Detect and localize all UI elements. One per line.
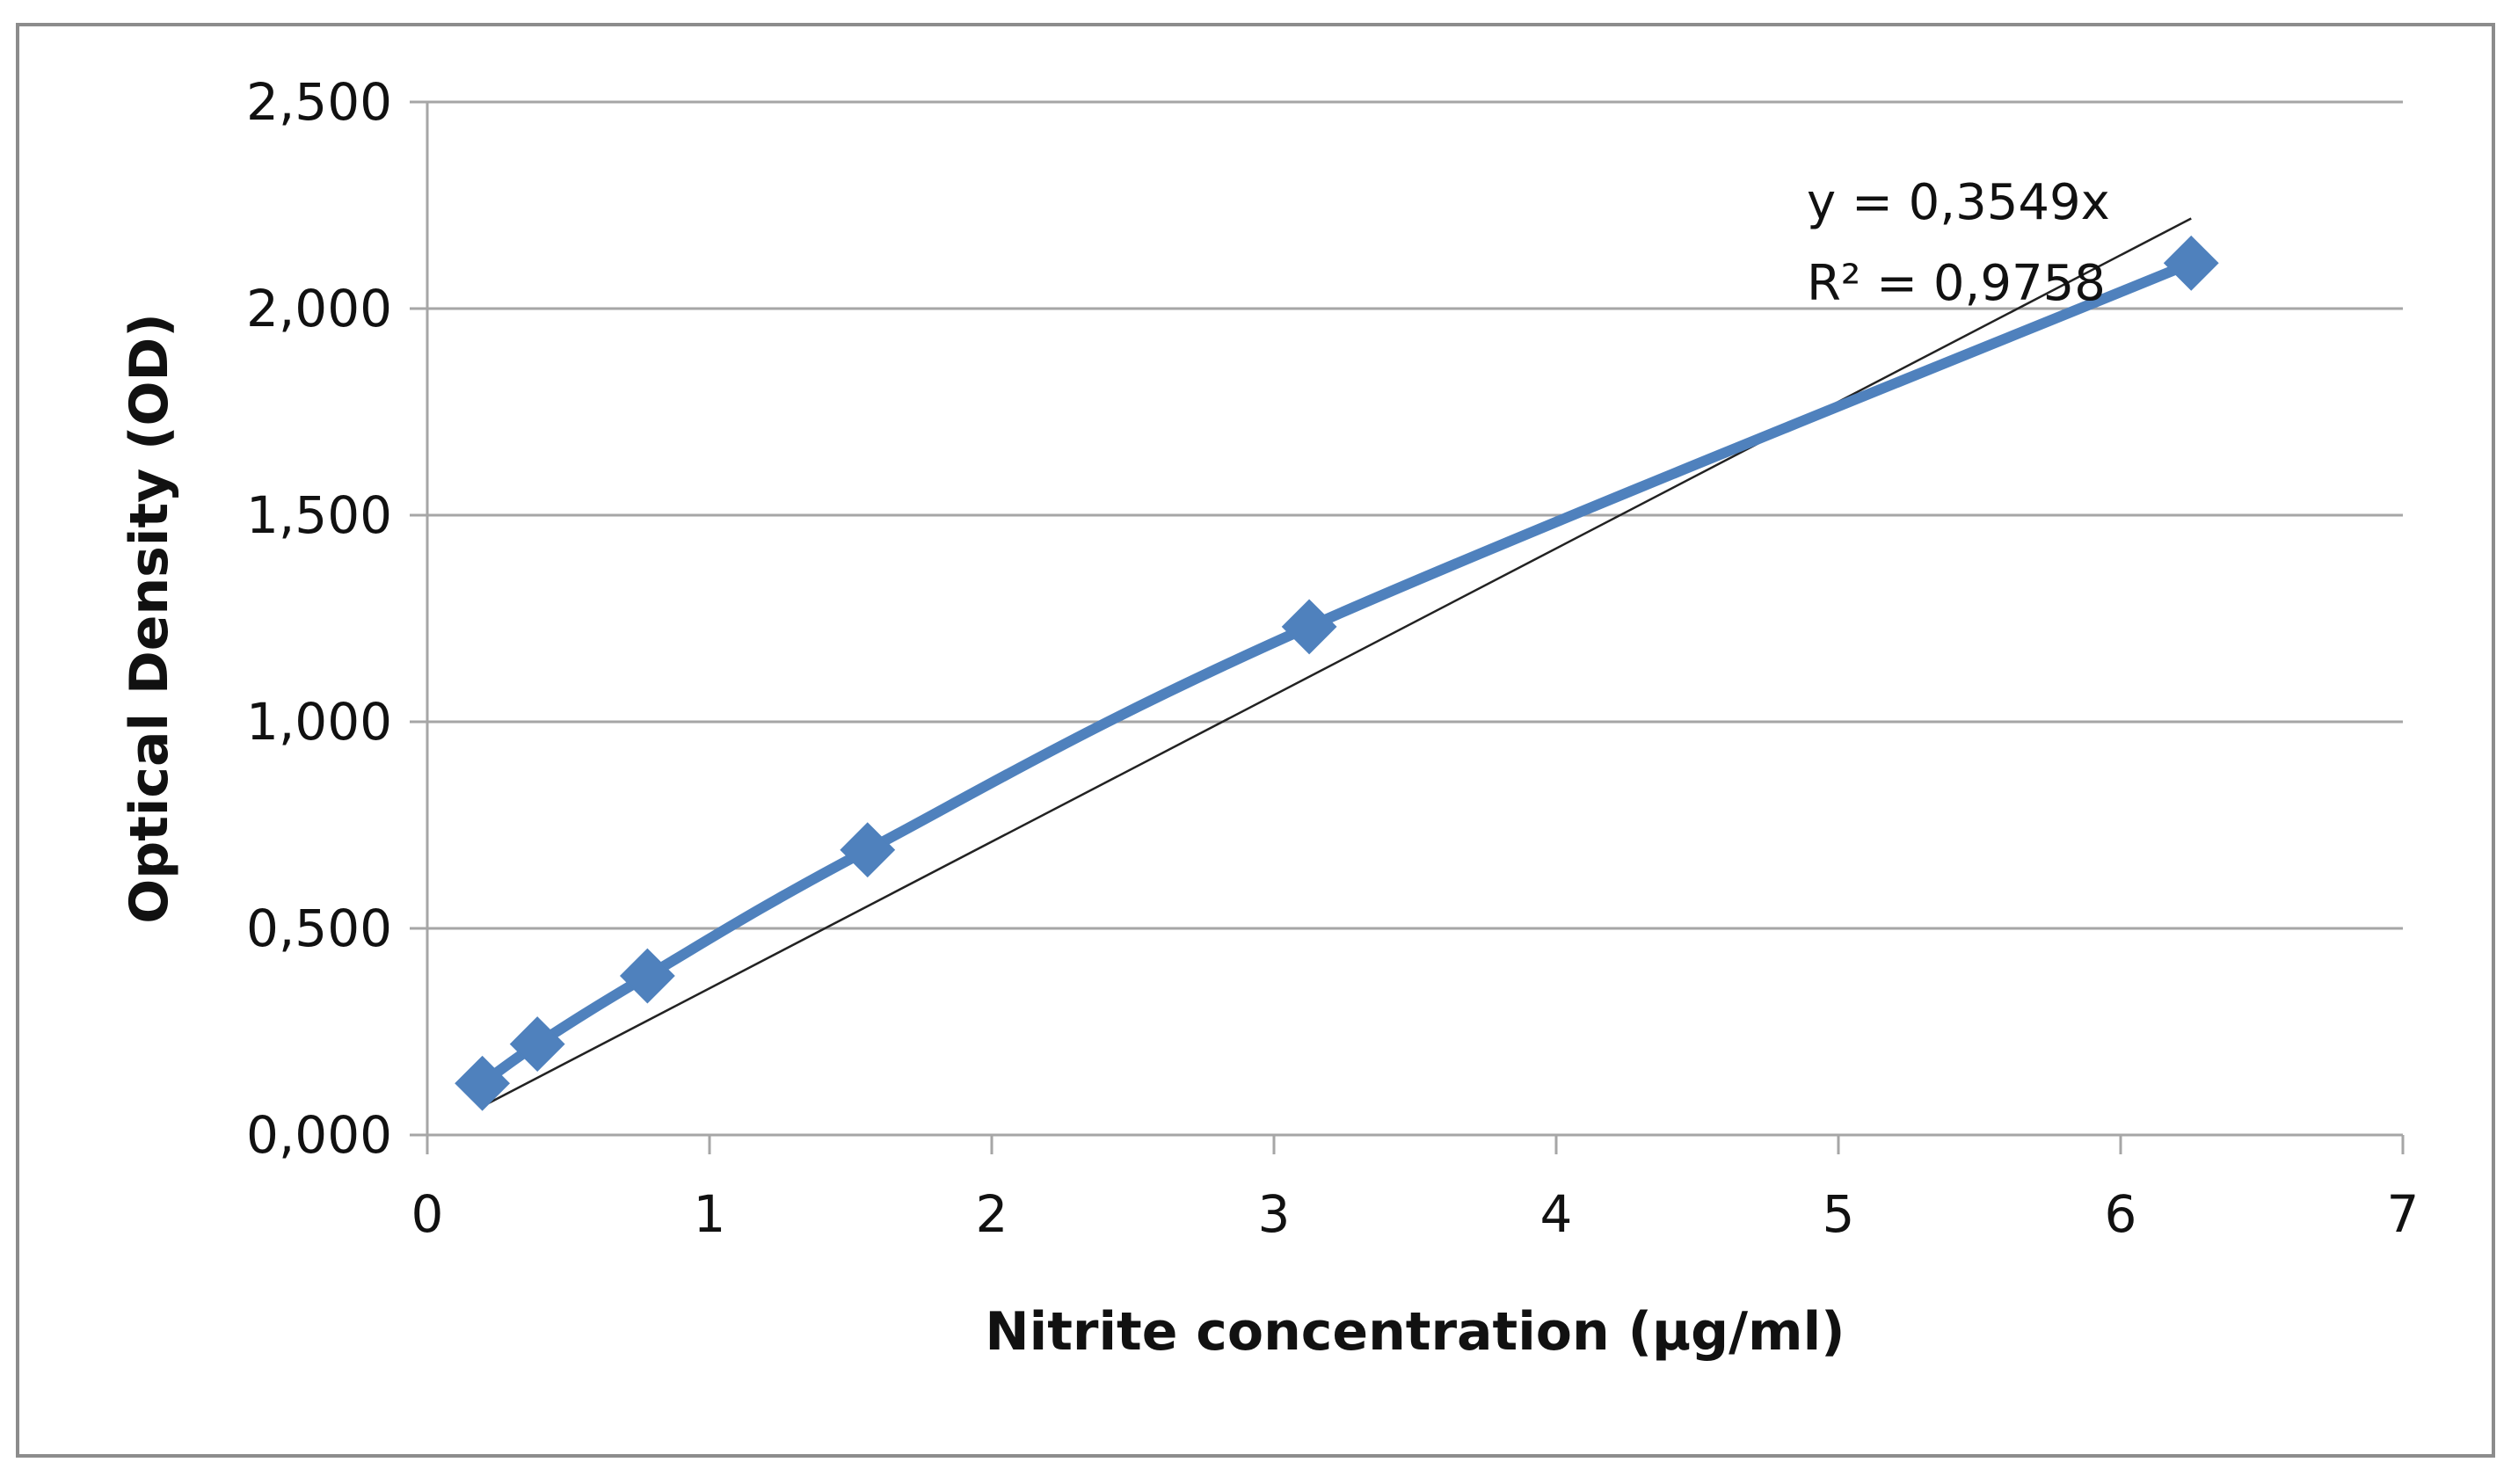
chart-border <box>16 23 2495 1458</box>
data-point-marker <box>509 1016 565 1073</box>
y-tick-label: 0,000 <box>246 1105 392 1165</box>
y-tick-label: 0,500 <box>246 898 392 958</box>
trendline <box>482 217 2192 1108</box>
x-tick-label: 4 <box>1540 1184 1573 1244</box>
data-point-marker <box>2163 235 2219 291</box>
series-line <box>477 258 2197 1089</box>
data-point-marker <box>840 822 896 878</box>
y-tick-label: 2,500 <box>246 72 392 132</box>
gridlines <box>427 100 2403 930</box>
x-tick-label: 2 <box>976 1184 1008 1244</box>
x-tick-label: 5 <box>1823 1184 1855 1244</box>
x-tick-label: 7 <box>2387 1184 2420 1244</box>
trendline-group <box>482 217 2192 1108</box>
y-axis-title: Optical Density (OD) <box>119 313 180 924</box>
data-point-marker <box>619 948 675 1004</box>
trendline-r-squared: R² = 0,9758 <box>1807 255 2106 312</box>
x-tick-label: 0 <box>411 1184 444 1244</box>
axes <box>410 100 2405 1154</box>
x-tick-label: 1 <box>694 1184 726 1244</box>
x-tick-label: 3 <box>1258 1184 1291 1244</box>
data-point-marker <box>455 1055 511 1111</box>
data-point-marker <box>1281 599 1337 655</box>
trendline-equation: y = 0,3549x <box>1807 174 2110 231</box>
y-tick-label: 2,000 <box>246 279 392 338</box>
labels-group: y = 0,3549x R² = 0,9758 Nitrite concentr… <box>119 72 2419 1363</box>
y-tick-label: 1,000 <box>246 692 392 752</box>
x-axis-title: Nitrite concentration (µg/ml) <box>985 1301 1845 1363</box>
series-group <box>455 235 2219 1111</box>
y-tick-label: 1,500 <box>246 485 392 545</box>
x-tick-label: 6 <box>2105 1184 2137 1244</box>
